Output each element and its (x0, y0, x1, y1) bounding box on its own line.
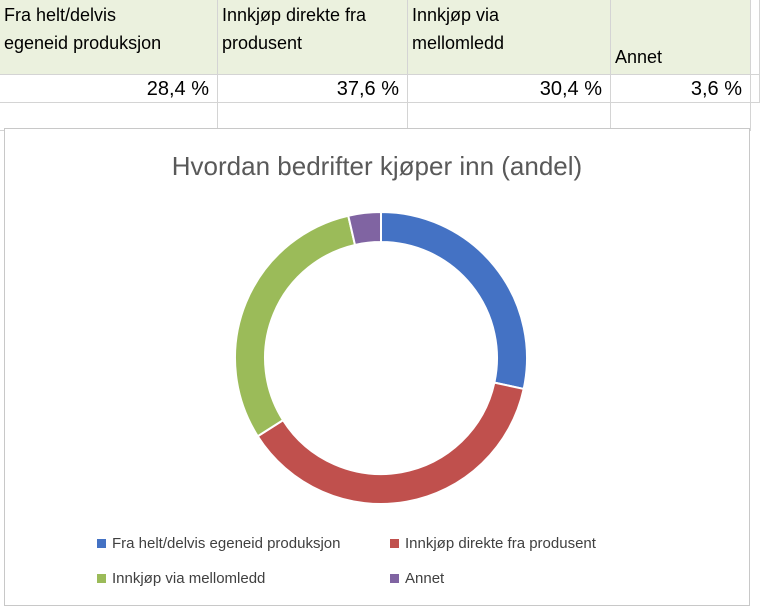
value-cell-own-production[interactable]: 28,4 % (0, 75, 218, 103)
empty-cell[interactable] (751, 0, 760, 75)
legend-item-direct-producer[interactable]: Innkjøp direkte fra produsent (390, 535, 596, 552)
header-line-2: mellomledd (412, 33, 505, 53)
legend-label: Innkjøp direkte fra produsent (405, 535, 596, 552)
empty-cell[interactable] (408, 103, 611, 131)
value-cell-other[interactable]: 3,6 % (611, 75, 751, 103)
header-cell-own-production[interactable]: Fra helt/delvis egeneid produksjon (0, 0, 218, 75)
empty-cell[interactable] (611, 103, 751, 131)
empty-cell[interactable] (751, 75, 760, 103)
header-line-2: Annet (615, 47, 663, 67)
header-cell-intermediary[interactable]: Innkjøp via mellomledd (408, 0, 611, 75)
header-line-2: produsent (222, 33, 303, 53)
header-line-1: Innkjøp direkte fra (222, 5, 367, 25)
legend-item-other[interactable]: Annet (390, 570, 444, 587)
legend-swatch (390, 539, 399, 548)
donut-chart[interactable]: Hvordan bedrifter kjøper inn (andel) Fra… (4, 128, 750, 606)
legend-item-own-production[interactable]: Fra helt/delvis egeneid produksjon (97, 535, 340, 552)
value-cell-intermediary[interactable]: 30,4 % (408, 75, 611, 103)
header-cell-other[interactable]: Annet (611, 0, 751, 75)
empty-cell[interactable] (0, 103, 218, 131)
header-cell-direct-producer[interactable]: Innkjøp direkte fra produsent (218, 0, 408, 75)
legend-swatch (97, 574, 106, 583)
legend-swatch (97, 539, 106, 548)
value-cell-direct-producer[interactable]: 37,6 % (218, 75, 408, 103)
legend-label: Innkjøp via mellomledd (112, 570, 266, 587)
donut-svg (234, 210, 528, 505)
donut-slice-direct-producer[interactable] (256, 381, 525, 505)
header-line-1: Fra helt/delvis (4, 5, 117, 25)
header-line-1: Innkjøp via (412, 5, 500, 25)
chart-title: Hvordan bedrifter kjøper inn (andel) (171, 151, 583, 181)
legend-item-intermediary[interactable]: Innkjøp via mellomledd (97, 570, 265, 587)
donut-slice-own-production[interactable] (380, 210, 528, 391)
empty-cell[interactable] (218, 103, 408, 131)
header-line-2: egeneid produksjon (4, 33, 162, 53)
legend-label: Annet (405, 570, 445, 587)
donut-slice-intermediary[interactable] (234, 214, 357, 438)
legend-label: Fra helt/delvis egeneid produksjon (112, 535, 341, 552)
legend-swatch (390, 574, 399, 583)
donut-slice-other[interactable] (347, 210, 382, 247)
